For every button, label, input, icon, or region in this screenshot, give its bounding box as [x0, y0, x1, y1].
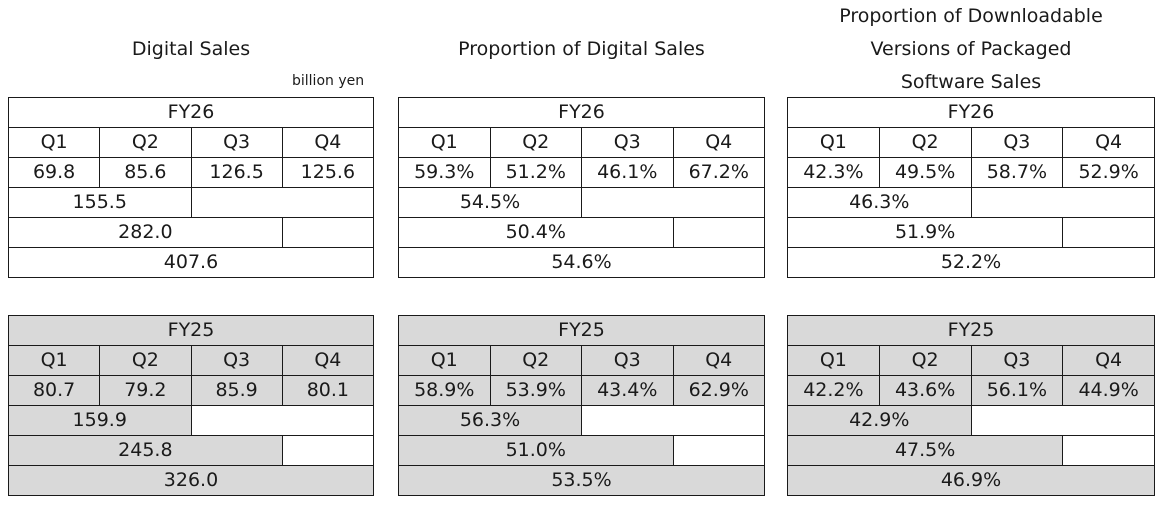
quarter-header: Q1 — [9, 128, 100, 158]
full-year-total: 326.0 — [9, 466, 374, 496]
digital-sales-title: Digital Sales — [8, 33, 374, 66]
quarter-header: Q1 — [788, 128, 880, 158]
fiscal-year-header: FY26 — [788, 98, 1155, 128]
quarter-header: Q4 — [282, 128, 373, 158]
quarter-header: Q2 — [879, 128, 971, 158]
quarter-header: Q2 — [490, 128, 582, 158]
quarter-value: 125.6 — [282, 158, 373, 188]
three-quarter-total: 282.0 — [9, 218, 283, 248]
three-quarter-total: 51.0% — [399, 436, 674, 466]
empty-cell — [282, 218, 373, 248]
unit-label: billion yen — [292, 72, 364, 90]
fiscal-year-header: FY25 — [788, 316, 1155, 346]
quarter-value: 46.1% — [582, 158, 674, 188]
empty-cell — [191, 188, 374, 218]
full-year-total: 53.5% — [399, 466, 765, 496]
quarter-header: Q1 — [9, 346, 100, 376]
quarter-value: 58.9% — [399, 376, 491, 406]
empty-cell — [673, 436, 765, 466]
full-year-total: 407.6 — [9, 248, 374, 278]
fiscal-year-header: FY26 — [9, 98, 374, 128]
quarter-value: 52.9% — [1063, 158, 1155, 188]
fiscal-year-header: FY25 — [399, 316, 765, 346]
fiscal-year-header: FY25 — [9, 316, 374, 346]
empty-cell — [582, 406, 765, 436]
quarter-header: Q4 — [282, 346, 373, 376]
first-half-total: 54.5% — [399, 188, 582, 218]
quarter-value: 85.6 — [100, 158, 191, 188]
quarter-value: 43.6% — [879, 376, 971, 406]
first-half-total: 42.9% — [788, 406, 972, 436]
quarter-value: 69.8 — [9, 158, 100, 188]
quarter-value: 42.2% — [788, 376, 880, 406]
quarter-value: 80.7 — [9, 376, 100, 406]
quarter-header: Q3 — [191, 346, 282, 376]
quarter-value: 79.2 — [100, 376, 191, 406]
digital-sales-fy26-table: FY26 Q1 Q2 Q3 Q4 69.8 85.6 126.5 125.6 1… — [8, 97, 374, 278]
quarter-header: Q4 — [1063, 128, 1155, 158]
quarter-value: 59.3% — [399, 158, 491, 188]
three-quarter-total: 47.5% — [788, 436, 1063, 466]
quarter-header: Q2 — [100, 128, 191, 158]
empty-cell — [582, 188, 765, 218]
full-year-total: 46.9% — [788, 466, 1155, 496]
empty-cell — [971, 188, 1155, 218]
quarter-value: 49.5% — [879, 158, 971, 188]
empty-cell — [1063, 436, 1155, 466]
download-proportion-fy25-table: FY25 Q1 Q2 Q3 Q4 42.2% 43.6% 56.1% 44.9%… — [787, 315, 1155, 496]
first-half-total: 56.3% — [399, 406, 582, 436]
first-half-total: 159.9 — [9, 406, 192, 436]
quarter-header: Q2 — [879, 346, 971, 376]
digital-proportion-title: Proportion of Digital Sales — [398, 33, 765, 66]
empty-cell — [673, 218, 765, 248]
first-half-total: 155.5 — [9, 188, 192, 218]
quarter-value: 42.3% — [788, 158, 880, 188]
empty-cell — [1063, 218, 1155, 248]
first-half-total: 46.3% — [788, 188, 972, 218]
three-quarter-total: 51.9% — [788, 218, 1063, 248]
empty-cell — [282, 436, 373, 466]
full-year-total: 52.2% — [788, 248, 1155, 278]
quarter-value: 67.2% — [673, 158, 765, 188]
quarter-value: 58.7% — [971, 158, 1063, 188]
quarter-header: Q3 — [971, 346, 1063, 376]
download-proportion-title: Proportion of Downloadable Versions of P… — [787, 0, 1155, 99]
empty-cell — [971, 406, 1155, 436]
quarter-value: 43.4% — [582, 376, 674, 406]
quarter-header: Q1 — [788, 346, 880, 376]
three-quarter-total: 245.8 — [9, 436, 283, 466]
quarter-value: 80.1 — [282, 376, 373, 406]
quarter-header: Q1 — [399, 128, 491, 158]
quarter-value: 51.2% — [490, 158, 582, 188]
quarter-value: 85.9 — [191, 376, 282, 406]
quarter-header: Q4 — [1063, 346, 1155, 376]
three-quarter-total: 50.4% — [399, 218, 674, 248]
quarter-header: Q1 — [399, 346, 491, 376]
quarter-header: Q4 — [673, 346, 765, 376]
quarter-value: 56.1% — [971, 376, 1063, 406]
full-year-total: 54.6% — [399, 248, 765, 278]
quarter-header: Q3 — [582, 128, 674, 158]
quarter-header: Q3 — [191, 128, 282, 158]
quarter-header: Q2 — [490, 346, 582, 376]
quarter-value: 44.9% — [1063, 376, 1155, 406]
digital-sales-fy25-table: FY25 Q1 Q2 Q3 Q4 80.7 79.2 85.9 80.1 159… — [8, 315, 374, 496]
fiscal-year-header: FY26 — [399, 98, 765, 128]
quarter-header: Q3 — [971, 128, 1063, 158]
download-proportion-fy26-table: FY26 Q1 Q2 Q3 Q4 42.3% 49.5% 58.7% 52.9%… — [787, 97, 1155, 278]
quarter-value: 126.5 — [191, 158, 282, 188]
quarter-header: Q2 — [100, 346, 191, 376]
digital-proportion-fy25-table: FY25 Q1 Q2 Q3 Q4 58.9% 53.9% 43.4% 62.9%… — [398, 315, 765, 496]
quarter-value: 53.9% — [490, 376, 582, 406]
empty-cell — [191, 406, 374, 436]
digital-proportion-fy26-table: FY26 Q1 Q2 Q3 Q4 59.3% 51.2% 46.1% 67.2%… — [398, 97, 765, 278]
quarter-header: Q3 — [582, 346, 674, 376]
quarter-value: 62.9% — [673, 376, 765, 406]
quarter-header: Q4 — [673, 128, 765, 158]
